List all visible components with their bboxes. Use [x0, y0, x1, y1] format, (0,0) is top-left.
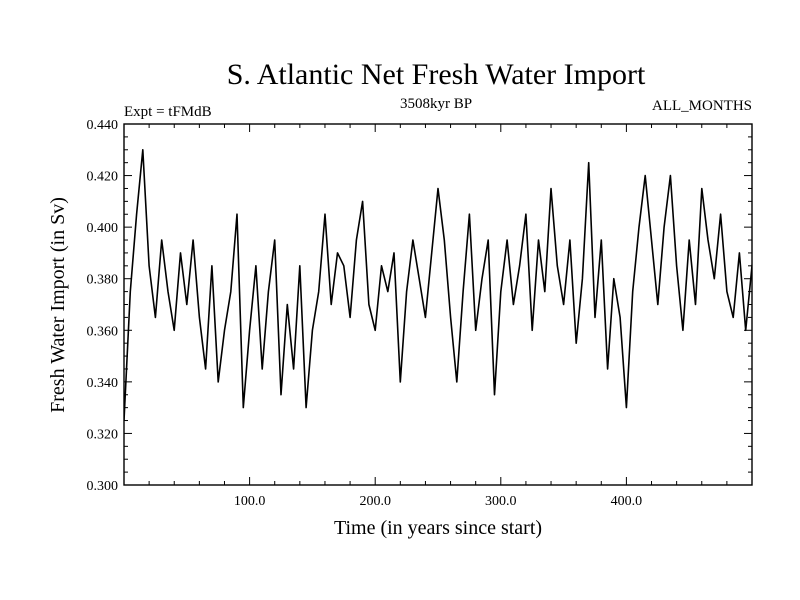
y-tick-label: 0.440: [87, 118, 119, 133]
experiment-label: Expt = tFMdB: [124, 104, 212, 120]
period-label: 3508kyr BP: [400, 96, 472, 112]
chart-title: S. Atlantic Net Fresh Water Import: [227, 58, 646, 91]
y-tick-label: 0.400: [87, 221, 119, 236]
y-tick-label: 0.300: [87, 479, 119, 494]
y-tick-label: 0.420: [87, 170, 119, 185]
y-tick-label: 0.360: [87, 324, 119, 339]
x-axis-ticks: 100.0 200.0 300.0 400.0: [123, 124, 753, 509]
y-tick-label: 0.320: [87, 427, 119, 442]
y-axis-ticks: 0.300 0.320 0.340 0.360 0.380 0.400 0.420 0.440: [87, 118, 752, 494]
y-axis-label: Fresh Water Import (in Sv): [47, 197, 69, 413]
x-tick-label: 300.0: [485, 494, 517, 509]
y-tick-label: 0.380: [87, 273, 119, 288]
plot-area: 100.0 200.0 300.0 400.0 0.300 0.320 0.340 0.36…: [87, 118, 753, 509]
x-tick-label: 200.0: [359, 494, 391, 509]
x-tick-label: 100.0: [234, 494, 266, 509]
months-label: ALL_MONTHS: [652, 98, 752, 114]
y-tick-label: 0.340: [87, 376, 119, 391]
series-line: [124, 149, 752, 421]
x-axis-label: Time (in years since start): [334, 517, 542, 539]
x-tick-label: 400.0: [611, 494, 643, 509]
plot-frame: [123, 123, 753, 486]
